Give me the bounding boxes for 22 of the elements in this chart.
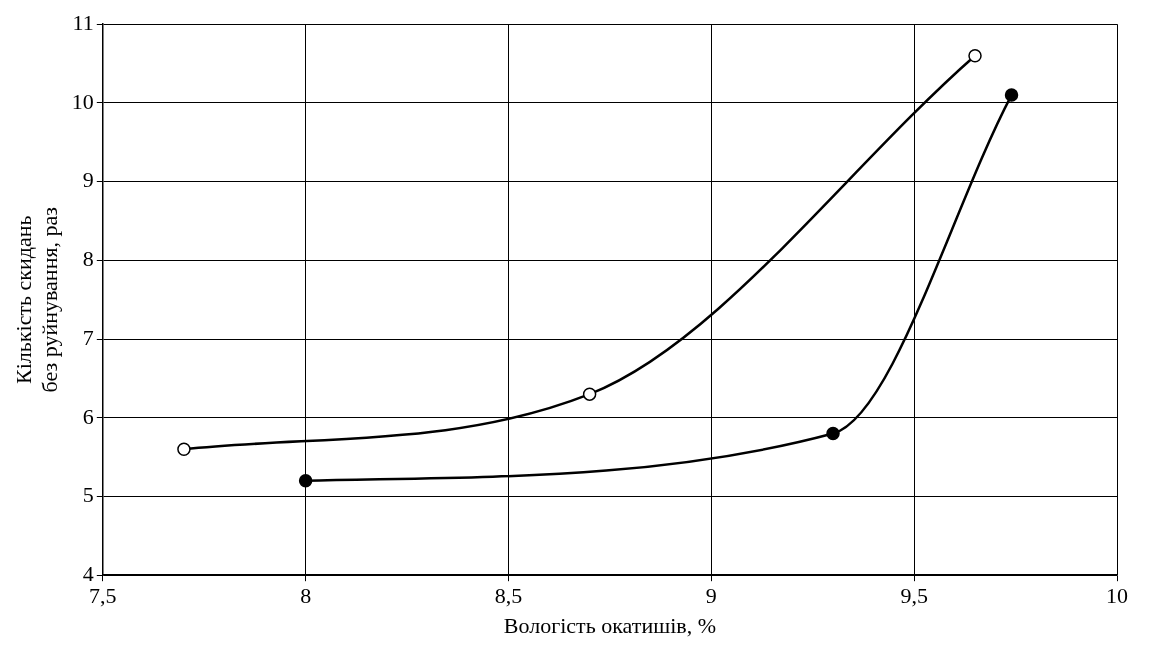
y-tick-label: 5 [82, 482, 94, 508]
y-tick-label: 6 [82, 403, 94, 429]
point [1004, 88, 1019, 102]
point [177, 442, 191, 457]
point [968, 48, 982, 63]
y-axis-title: Кількість скидань без руйнування, раз [10, 207, 63, 393]
x-axis-title: Вологість окатишів, % [503, 612, 716, 638]
x-tick-label: 9 [705, 583, 717, 609]
y-tick-label: 7 [82, 324, 94, 350]
y-tick-label: 11 [72, 9, 94, 35]
y-tick-label: 9 [82, 167, 94, 193]
point [298, 473, 313, 488]
y-tick-label: 8 [82, 246, 94, 272]
y-tick-label: 4 [82, 560, 94, 586]
point [826, 426, 840, 441]
x-tick-label: 10 [1106, 583, 1128, 609]
x-tick-label: 8 [300, 583, 312, 609]
point [582, 387, 597, 401]
x-tick-label: 9,5 [900, 583, 928, 609]
y-tick-label: 10 [71, 88, 94, 114]
x-tick-label: 8,5 [494, 583, 523, 609]
x-tick-label: 7,5 [89, 583, 117, 609]
